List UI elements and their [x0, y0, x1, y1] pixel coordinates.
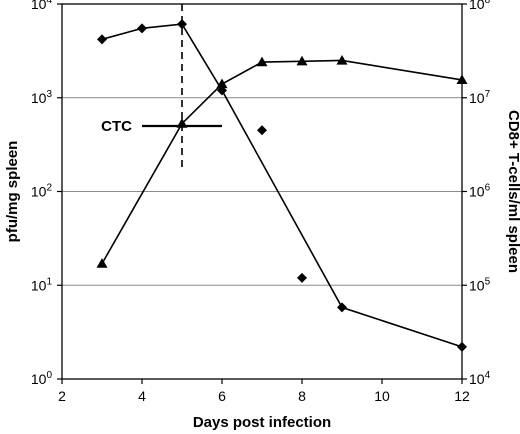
cd8-point	[96, 258, 108, 268]
pfu-point	[177, 19, 187, 30]
x-tick-label: 8	[298, 388, 306, 404]
left-tick-label: 102	[31, 183, 53, 200]
x-tick-label: 4	[138, 388, 146, 404]
cd8-point	[176, 118, 188, 128]
left-tick-label: 100	[31, 370, 53, 387]
x-axis-title: Days post infection	[193, 414, 331, 431]
right-tick-label: 104	[469, 370, 491, 387]
pfu-series-line	[101, 23, 463, 348]
series-layer	[96, 19, 468, 352]
pfu-point	[457, 341, 467, 352]
left-tick-label: 101	[31, 276, 53, 293]
right-axis-title: CD8+ T-cells/ml spleen	[505, 110, 520, 273]
x-axis-ticks: 2 4 6 8 10 12	[58, 379, 470, 404]
right-axis-ticks: 104 105 106 107 108	[462, 0, 491, 387]
pfu-point	[297, 272, 307, 283]
cd8-point	[456, 74, 468, 85]
x-tick-label: 6	[218, 388, 226, 404]
x-tick-label: 10	[374, 388, 390, 404]
pfu-point	[337, 302, 347, 313]
x-tick-label: 12	[454, 388, 470, 404]
pfu-point	[137, 23, 147, 34]
right-tick-label: 107	[469, 89, 491, 106]
left-axis-title: pfu/mg spleen	[4, 141, 21, 243]
gridlines	[62, 97, 462, 286]
right-tick-label: 105	[469, 276, 491, 293]
cd8-point	[296, 55, 308, 66]
right-tick-label: 108	[469, 0, 491, 12]
left-tick-label: 104	[31, 0, 53, 12]
annotations: CTC	[101, 4, 222, 170]
pfu-point	[97, 34, 107, 45]
cd8-series-line	[101, 59, 463, 265]
pfu-point	[257, 125, 267, 136]
cd8-point	[216, 78, 228, 89]
ctc-label: CTC	[101, 118, 132, 135]
left-tick-label: 103	[31, 89, 53, 106]
x-tick-label: 2	[58, 388, 66, 404]
left-axis-ticks: 100 101 102 103 104	[31, 0, 62, 387]
cd8-point	[336, 54, 348, 65]
right-tick-label: 106	[469, 183, 491, 200]
cd8-point	[256, 56, 268, 67]
